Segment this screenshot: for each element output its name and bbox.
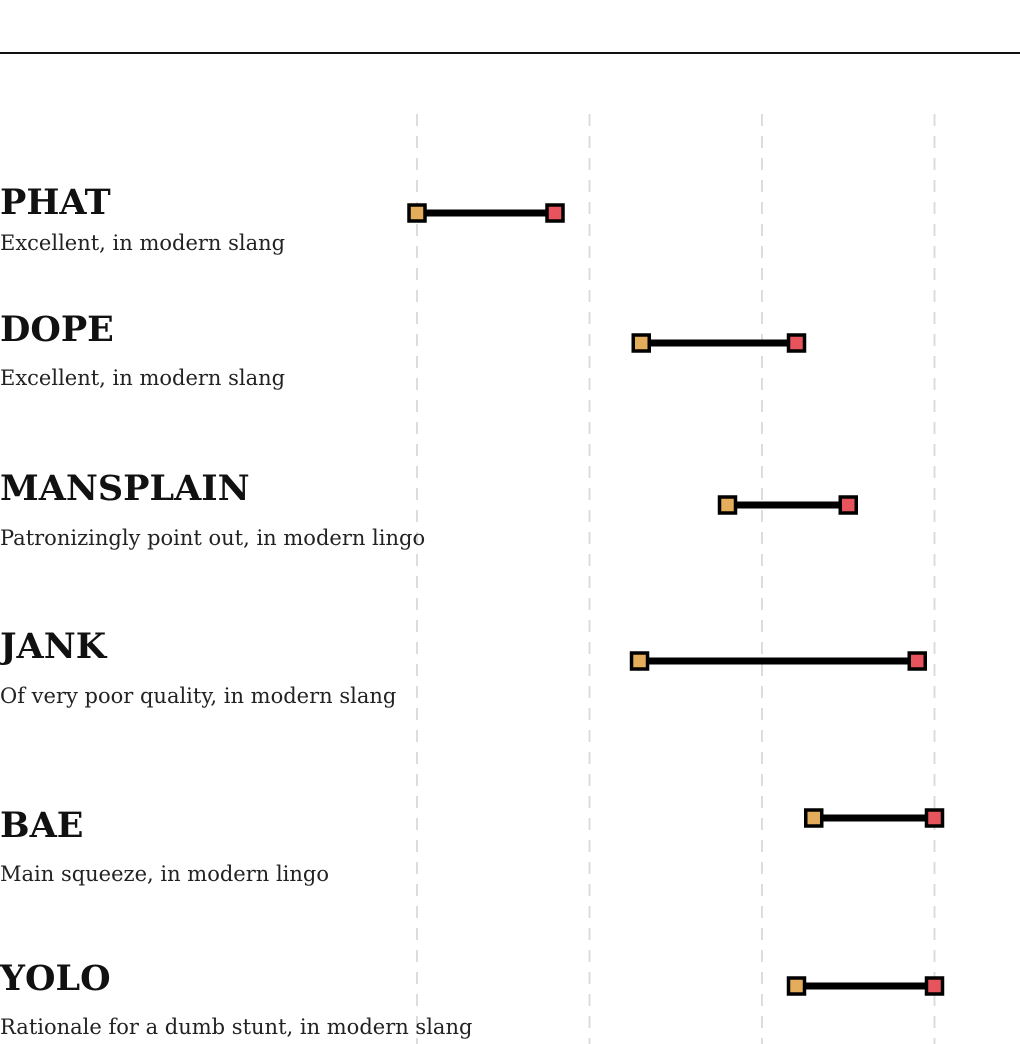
start-marker bbox=[786, 976, 807, 996]
definition-label: Excellent, in modern slang bbox=[0, 231, 285, 255]
term-label: MANSPLAIN bbox=[0, 468, 250, 509]
start-marker bbox=[717, 495, 738, 515]
end-marker bbox=[924, 976, 945, 996]
definition-label: Of very poor quality, in modern slang bbox=[0, 684, 396, 708]
end-marker bbox=[545, 203, 565, 223]
ranges bbox=[407, 203, 945, 996]
definition-label: Patronizingly point out, in modern lingo bbox=[0, 526, 425, 550]
term-label: JANK bbox=[0, 626, 108, 667]
end-marker bbox=[838, 495, 858, 515]
definition-label: Rationale for a dumb stunt, in modern sl… bbox=[0, 1015, 472, 1039]
term-label: PHAT bbox=[0, 182, 111, 223]
term-label: BAE bbox=[0, 805, 83, 846]
definition-label: Main squeeze, in modern lingo bbox=[0, 862, 329, 886]
term-label: DOPE bbox=[0, 309, 114, 350]
gridlines bbox=[416, 114, 936, 1044]
term-label: YOLO bbox=[0, 958, 111, 999]
start-marker bbox=[629, 651, 650, 671]
definition-label: Excellent, in modern slang bbox=[0, 366, 285, 390]
start-marker bbox=[804, 808, 824, 828]
labels: PHAT Excellent, in modern slang DOPE Excell… bbox=[0, 182, 472, 1039]
end-marker bbox=[786, 333, 807, 353]
start-marker bbox=[631, 333, 651, 353]
start-marker bbox=[407, 203, 427, 223]
top-rule bbox=[0, 52, 1020, 54]
end-marker bbox=[907, 651, 927, 671]
end-marker bbox=[924, 808, 945, 828]
